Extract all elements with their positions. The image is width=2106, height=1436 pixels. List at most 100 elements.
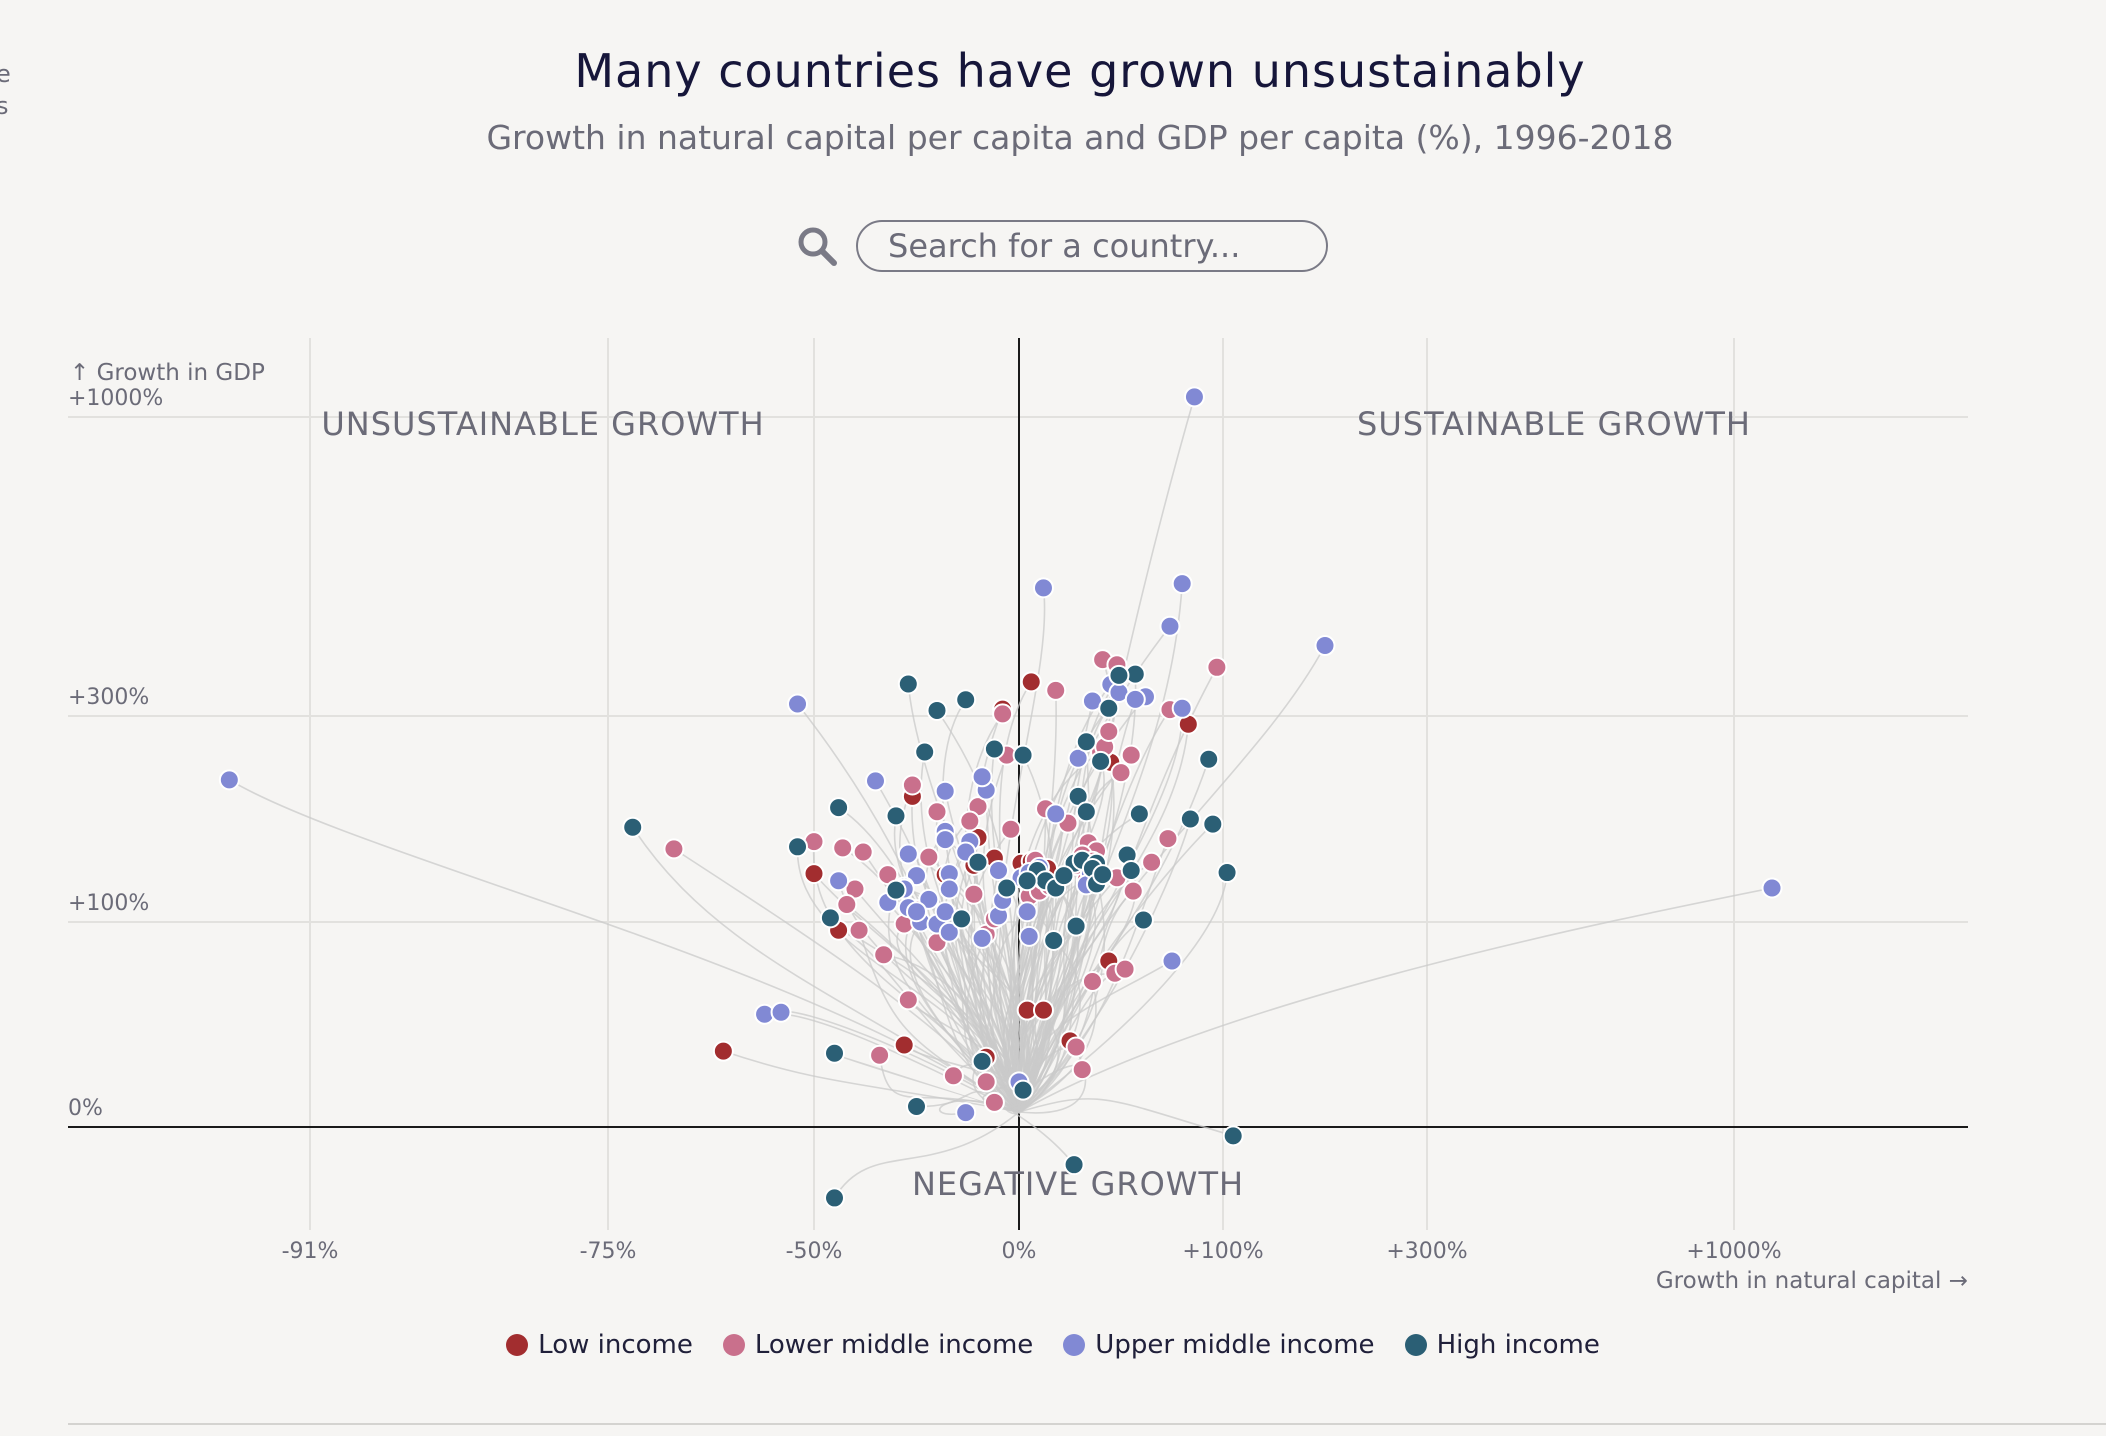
point-lower-middle-income xyxy=(1071,1059,1093,1081)
country-search xyxy=(796,218,1328,274)
point-lower-middle-income xyxy=(1120,744,1142,766)
legend-item-upper-middle-income[interactable]: Upper middle income xyxy=(1063,1330,1375,1360)
point-high-income xyxy=(1090,750,1112,772)
point-upper-middle-income xyxy=(1159,615,1181,637)
point-lower-middle-income xyxy=(848,919,870,941)
point-lower-middle-income xyxy=(1098,720,1120,742)
point-high-income xyxy=(1092,864,1114,886)
point-lower-middle-income xyxy=(1157,828,1179,850)
point-upper-middle-income xyxy=(828,870,850,892)
point-high-income xyxy=(1098,697,1120,719)
trajectory-line xyxy=(998,587,1046,1113)
point-lower-middle-income xyxy=(873,944,895,966)
point-high-income xyxy=(1108,664,1130,686)
point-lower-middle-income xyxy=(1000,818,1022,840)
x-tick-label: +300% xyxy=(1386,1239,1467,1264)
point-upper-middle-income xyxy=(865,770,886,792)
clipped-edge-text: e s xyxy=(0,58,11,122)
chart-title: Many countries have grown unsustainably xyxy=(574,44,1586,98)
scatter-chart: -91% -75% -50% 0% +100% +300% +1000% 0% +100% +30… xyxy=(68,338,1968,1294)
trajectory-line xyxy=(1018,919,1144,1113)
point-lower-middle-income xyxy=(918,846,940,868)
y-axis-label: ↑ Growth in GDP xyxy=(70,360,265,386)
point-upper-middle-income xyxy=(1067,747,1089,769)
legend-label: Upper middle income xyxy=(1095,1330,1375,1360)
point-lower-middle-income xyxy=(663,838,685,860)
point-upper-middle-income xyxy=(1171,697,1193,719)
point-high-income xyxy=(914,741,936,763)
legend-item-high-income[interactable]: High income xyxy=(1404,1330,1600,1360)
search-input[interactable] xyxy=(856,220,1328,272)
point-upper-middle-income xyxy=(1016,901,1038,923)
y-tick-label: 0% xyxy=(68,1096,103,1121)
point-upper-middle-income xyxy=(955,1102,977,1124)
point-high-income xyxy=(1222,1125,1244,1147)
point-low-income xyxy=(712,1040,734,1062)
point-upper-middle-income xyxy=(1171,573,1193,595)
point-upper-middle-income xyxy=(938,878,960,900)
point-lower-middle-income xyxy=(1110,762,1132,784)
point-upper-middle-income xyxy=(770,1001,792,1023)
point-upper-middle-income xyxy=(934,780,956,802)
point-upper-middle-income xyxy=(1032,577,1054,599)
point-high-income xyxy=(1075,801,1097,823)
point-lower-middle-income xyxy=(1081,970,1103,992)
quadrant-label-sustainable: SUSTAINABLE GROWTH xyxy=(1357,405,1751,443)
point-lower-middle-income xyxy=(959,810,981,832)
point-high-income xyxy=(1216,862,1238,884)
point-lower-middle-income xyxy=(897,989,919,1011)
point-upper-middle-income xyxy=(988,860,1009,881)
point-upper-middle-income xyxy=(1124,688,1146,710)
legend-item-low-income[interactable]: Low income xyxy=(506,1330,693,1360)
legend-label: Low income xyxy=(538,1330,693,1360)
trajectory-line xyxy=(833,1111,1020,1199)
x-tick-label: -50% xyxy=(786,1239,843,1264)
point-lower-middle-income xyxy=(901,774,923,796)
trajectory-line xyxy=(796,846,1020,1113)
point-high-income xyxy=(906,1096,927,1117)
legend-swatch xyxy=(1404,1334,1427,1356)
point-lower-middle-income xyxy=(836,893,858,915)
point-high-income xyxy=(1063,1154,1085,1176)
point-high-income xyxy=(926,699,948,721)
point-upper-middle-income xyxy=(1761,877,1783,899)
point-high-income xyxy=(1012,744,1034,766)
point-high-income xyxy=(828,797,850,819)
trajectory-line xyxy=(1012,1110,1075,1166)
point-high-income xyxy=(1202,813,1224,835)
x-tick-label: +100% xyxy=(1182,1239,1263,1264)
legend-swatch xyxy=(506,1334,529,1356)
search-icon[interactable] xyxy=(796,225,838,267)
point-lower-middle-income xyxy=(963,883,985,905)
point-high-income xyxy=(967,851,989,873)
legend-item-lower-middle-income[interactable]: Lower middle income xyxy=(722,1330,1034,1360)
point-lower-middle-income xyxy=(1122,880,1144,902)
clipped-edge-text-line: e xyxy=(0,60,11,88)
point-high-income xyxy=(1053,865,1075,887)
point-high-income xyxy=(819,907,841,929)
point-high-income xyxy=(1198,748,1220,770)
point-lower-middle-income xyxy=(992,703,1014,725)
point-upper-middle-income xyxy=(1314,635,1336,657)
point-high-income xyxy=(1120,860,1142,881)
legend-swatch xyxy=(722,1334,745,1356)
point-high-income xyxy=(1179,808,1201,830)
point-upper-middle-income xyxy=(971,927,993,949)
point-high-income xyxy=(885,879,907,901)
trajectory-line xyxy=(1018,1098,1234,1137)
legend-swatch xyxy=(1063,1334,1086,1356)
point-lower-middle-income xyxy=(1114,958,1136,980)
trajectory-line xyxy=(1018,939,1082,1113)
point-lower-middle-income xyxy=(1141,851,1163,873)
trajectory-line xyxy=(1018,887,1773,1113)
point-low-income xyxy=(893,1034,915,1056)
point-lower-middle-income xyxy=(1065,1036,1087,1058)
quadrant-label-unsustainable: UNSUSTAINABLE GROWTH xyxy=(321,405,764,443)
point-upper-middle-income xyxy=(938,921,960,943)
y-tick-label: +100% xyxy=(68,891,149,916)
trajectory-line xyxy=(1018,818,1192,1113)
legend-label: Lower middle income xyxy=(754,1330,1034,1360)
point-high-income xyxy=(1075,731,1097,753)
point-upper-middle-income xyxy=(1161,950,1183,972)
point-high-income xyxy=(1132,909,1154,931)
